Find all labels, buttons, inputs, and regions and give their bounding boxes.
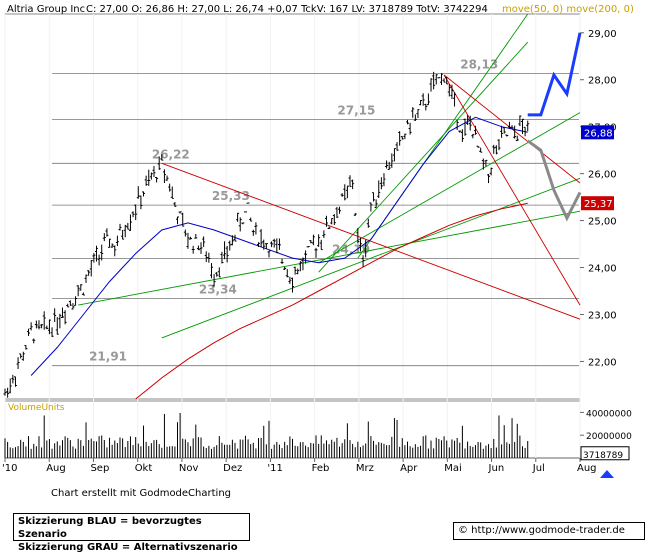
y-tick-label: 28,00 <box>588 76 617 87</box>
x-tick-label: '10 <box>2 463 17 474</box>
x-tick-label: '11 <box>267 463 282 474</box>
ma50-line <box>30 116 528 376</box>
level-label: 25,33 <box>212 189 250 203</box>
scenario-blue-path <box>527 32 582 117</box>
level-label: 23,34 <box>199 283 237 297</box>
x-tick-label: Jul <box>532 463 545 474</box>
support-trendline <box>78 210 581 306</box>
x-tick-label: Jun <box>488 463 505 474</box>
legend-gray-line: Skizzierung GRAU = Alternativszenario <box>18 542 238 553</box>
volume-title: VolumeUnits <box>8 403 65 413</box>
level-label: 26,22 <box>152 147 190 161</box>
price-panel-frame <box>4 13 581 400</box>
legend-blue-line: Skizzierung BLAU = bevorzugtes Szenario <box>18 516 202 540</box>
volume-last-label: 3718789 <box>583 451 623 461</box>
scenario-gray-path <box>526 139 582 222</box>
volume-last-box <box>580 446 630 461</box>
level-label: 21,91 <box>89 350 127 364</box>
y-tick-label: 26,00 <box>588 170 617 181</box>
price-bars <box>3 71 530 398</box>
price-tag-label: 26,88 <box>584 128 613 139</box>
vol-tick-label: 20000000 <box>586 432 632 442</box>
y-tick-label: 22,00 <box>588 357 617 368</box>
x-tick-label: Mai <box>444 463 462 474</box>
axis-labels: 29,0028,0027,0026,0025,0024,0023,0022,00… <box>2 29 632 474</box>
y-tick-label: 23,00 <box>588 310 617 321</box>
x-tick-label: Feb <box>312 463 330 474</box>
level-label: 24,19 <box>332 243 370 257</box>
y-tick-label: 29,00 <box>588 29 617 40</box>
support-trendline <box>161 177 581 339</box>
x-tick-label: Okt <box>135 463 153 474</box>
support-trendline <box>318 41 529 273</box>
level-label: 27,15 <box>337 104 375 118</box>
resistance-trendline <box>443 74 581 306</box>
ma200-line <box>135 202 528 400</box>
x-tick-label: Aug <box>46 463 66 474</box>
resistance-trendline <box>161 162 581 320</box>
y-tick-label: 24,00 <box>588 264 617 275</box>
price-tag-box <box>581 125 614 140</box>
x-tick-label: Aug <box>577 463 597 474</box>
indicator-legend: move(50, 0) move(200, 0) <box>502 4 634 15</box>
source-link[interactable]: © http://www.godmode-trader.de <box>453 522 645 540</box>
x-tick-label: Dez <box>223 463 242 474</box>
price-tag-label: 25,37 <box>584 199 613 210</box>
vol-tick-label: 40000000 <box>586 409 632 419</box>
x-tick-label: Mrz <box>356 463 374 474</box>
price-tag-box <box>581 196 614 211</box>
x-tick-label: Nov <box>179 463 199 474</box>
quote-line: C: 27,00 O: 26,86 H: 27,00 L: 26,74 +0,0… <box>86 4 488 15</box>
moving-averages <box>30 116 528 400</box>
level-label: 28,13 <box>460 58 498 72</box>
scenario-legend: Skizzierung BLAU = bevorzugtes Szenario … <box>13 513 250 553</box>
x-tick-label: Sep <box>90 463 109 474</box>
scenarios <box>526 32 582 222</box>
grid <box>4 14 581 458</box>
chart-credit: Chart erstellt mit GodmodeCharting <box>51 488 231 499</box>
y-tick-label: 25,00 <box>588 217 617 228</box>
x-tick-label: Apr <box>400 463 418 474</box>
nav-up-arrow-icon[interactable] <box>600 470 614 478</box>
volume-bars <box>4 412 529 458</box>
instrument-name: Altria Group Inc <box>7 4 85 15</box>
